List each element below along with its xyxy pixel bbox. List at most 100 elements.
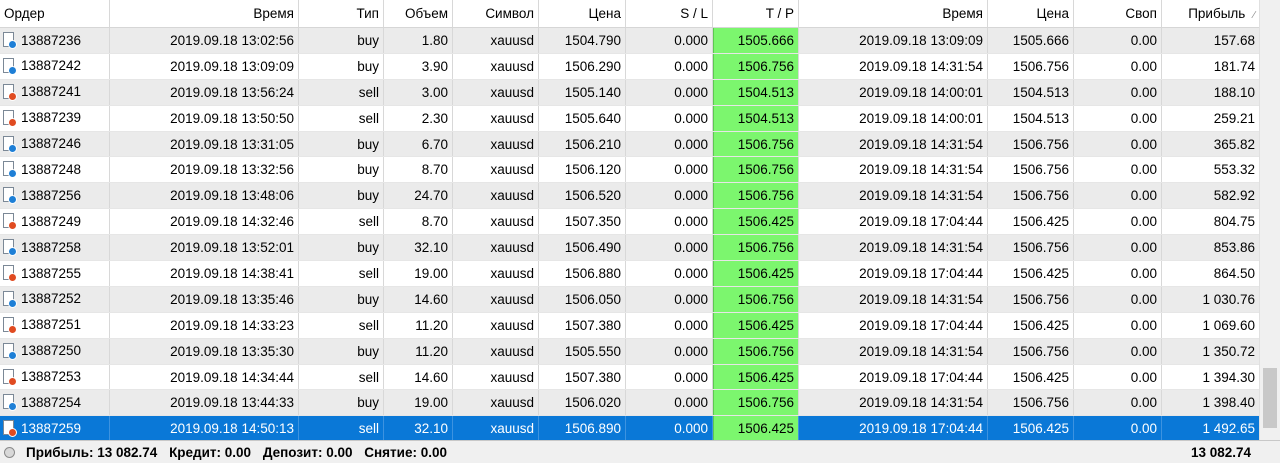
- cell-sl: 0.000: [626, 235, 713, 261]
- sell-order-icon: [2, 83, 17, 102]
- column-header-swap[interactable]: Своп: [1074, 0, 1162, 27]
- cell-type: sell: [299, 312, 384, 338]
- table-row[interactable]: 13887256 2019.09.18 13:48:06 buy 24.70 xauus…: [0, 183, 1259, 210]
- cell-price-open: 1504.790: [539, 28, 626, 53]
- table-row[interactable]: 13887236 2019.09.18 13:02:56 buy 1.80 xauusd…: [0, 28, 1259, 54]
- table-row[interactable]: 13887258 2019.09.18 13:52:01 buy 32.10 xauus…: [0, 235, 1259, 262]
- cell-swap: 0.00: [1074, 286, 1162, 312]
- table-row[interactable]: 13887239 2019.09.18 13:50:50 sell 2.30 xauus…: [0, 105, 1259, 132]
- column-header-price-open[interactable]: Цена: [539, 0, 626, 27]
- cell-sl: 0.000: [626, 338, 713, 364]
- column-header-volume[interactable]: Объем: [384, 0, 453, 27]
- cell-type: sell: [299, 209, 384, 235]
- cell-volume: 24.70: [384, 183, 453, 209]
- cell-symbol: xauusd: [453, 286, 539, 312]
- cell-tp: 1506.425: [713, 209, 799, 235]
- table-row[interactable]: 13887249 2019.09.18 14:32:46 sell 8.70 xauus…: [0, 209, 1259, 236]
- cell-order: 13887241: [0, 79, 110, 105]
- cell-swap: 0.00: [1074, 261, 1162, 286]
- cell-order: 13887250: [0, 338, 110, 364]
- column-header-type[interactable]: Тип: [299, 0, 384, 27]
- cell-order: 13887239: [0, 105, 110, 131]
- cell-symbol: xauusd: [453, 338, 539, 364]
- cell-swap: 0.00: [1074, 105, 1162, 131]
- order-number: 13887249: [21, 213, 82, 229]
- cell-price-open: 1506.210: [539, 131, 626, 157]
- table-row[interactable]: 13887246 2019.09.18 13:31:05 buy 6.70 xauusd…: [0, 131, 1259, 158]
- cell-sl: 0.000: [626, 105, 713, 131]
- column-header-symbol[interactable]: Символ: [453, 0, 539, 27]
- column-header-sl[interactable]: S / L: [626, 0, 713, 27]
- cell-profit: 259.21: [1213, 110, 1255, 126]
- cell-volume: 6.70: [384, 131, 453, 157]
- cell-swap: 0.00: [1074, 209, 1162, 235]
- cell-sl: 0.000: [626, 183, 713, 209]
- cell-volume: 11.20: [384, 338, 453, 364]
- cell-volume: 32.10: [384, 235, 453, 261]
- sell-order-icon: [2, 316, 17, 335]
- cell-symbol: xauusd: [453, 416, 539, 442]
- cell-time-close: 2019.09.18 14:31:54: [799, 53, 988, 79]
- scrollbar-thumb[interactable]: [1263, 368, 1277, 428]
- cell-tp: 1506.756: [713, 157, 799, 183]
- table-row[interactable]: 13887241 2019.09.18 13:56:24 sell 3.00 xauus…: [0, 79, 1259, 106]
- cell-price-close: 1506.756: [988, 390, 1074, 416]
- cell-swap: 0.00: [1074, 312, 1162, 338]
- column-header-tp[interactable]: T / P: [713, 0, 799, 27]
- cell-tp: 1506.756: [713, 235, 799, 261]
- cell-volume: 3.00: [384, 79, 453, 105]
- cell-sl: 0.000: [626, 53, 713, 79]
- cell-sl: 0.000: [626, 312, 713, 338]
- cell-price-open: 1506.890: [539, 416, 626, 442]
- column-header-time-open[interactable]: Время: [110, 0, 299, 27]
- cell-sl: 0.000: [626, 209, 713, 235]
- table-row[interactable]: 13887248 2019.09.18 13:32:56 buy 8.70 xauusd…: [0, 157, 1259, 184]
- cell-type: buy: [299, 390, 384, 416]
- cell-price-open: 1506.120: [539, 157, 626, 183]
- cell-time-close: 2019.09.18 14:00:01: [799, 105, 988, 131]
- summary-deposit: Депозит: 0.00: [262, 445, 353, 460]
- cell-price-close: 1504.513: [988, 79, 1074, 105]
- table-row[interactable]: 13887242 2019.09.18 13:09:09 buy 3.90 xauusd…: [0, 53, 1259, 80]
- cell-profit: 365.82: [1213, 136, 1255, 152]
- cell-tp: 1506.756: [713, 131, 799, 157]
- cell-price-open: 1507.380: [539, 312, 626, 338]
- cell-profit: 181.74: [1213, 58, 1255, 74]
- table-row[interactable]: 13887252 2019.09.18 13:35:46 buy 14.60 xauus…: [0, 286, 1259, 313]
- cell-price-close: 1504.513: [988, 105, 1074, 131]
- cell-sl: 0.000: [626, 28, 713, 53]
- cell-price-open: 1507.380: [539, 364, 626, 390]
- cell-time-open: 2019.09.18 13:50:50: [110, 105, 299, 131]
- cell-volume: 14.60: [384, 364, 453, 390]
- table-row[interactable]: 13887259 2019.09.18 14:50:13 sell 32.10 xauu…: [0, 416, 1259, 443]
- order-number: 13887241: [21, 84, 82, 100]
- cell-profit: 1 030.76: [1202, 291, 1255, 307]
- table-row[interactable]: 13887253 2019.09.18 14:34:44 sell 14.60 xauu…: [0, 364, 1259, 391]
- cell-volume: 3.90: [384, 53, 453, 79]
- cell-type: sell: [299, 364, 384, 390]
- summary-total-profit: 13 082.74: [1190, 445, 1251, 460]
- order-number: 13887248: [21, 161, 82, 177]
- table-row[interactable]: 13887250 2019.09.18 13:35:30 buy 11.20 xauus…: [0, 338, 1259, 365]
- column-header-order[interactable]: Ордер: [0, 0, 110, 27]
- cell-time-open: 2019.09.18 13:09:09: [110, 53, 299, 79]
- cell-profit: 1 350.72: [1202, 343, 1255, 359]
- column-header-time-close[interactable]: Время: [799, 0, 988, 27]
- cell-time-open: 2019.09.18 13:02:56: [110, 28, 299, 53]
- column-header-profit[interactable]: Прибыль ∕: [1162, 0, 1259, 27]
- column-header-price-close[interactable]: Цена: [988, 0, 1074, 27]
- table-row[interactable]: 13887254 2019.09.18 13:44:33 buy 19.00 xauus…: [0, 390, 1259, 417]
- cell-profit: 553.32: [1213, 162, 1255, 178]
- vertical-scrollbar[interactable]: [1259, 0, 1280, 440]
- cell-time-open: 2019.09.18 14:32:46: [110, 209, 299, 235]
- cell-type: sell: [299, 416, 384, 442]
- cell-profit: 1 069.60: [1202, 317, 1255, 333]
- table-header: Ордер Время Тип Объем Символ Цена S / L …: [0, 0, 1259, 28]
- cell-order: 13887258: [0, 235, 110, 261]
- table-row[interactable]: 13887251 2019.09.18 14:33:23 sell 11.20 xauu…: [0, 312, 1259, 339]
- table-row[interactable]: 13887255 2019.09.18 14:38:41 sell 19.00 xauu…: [0, 261, 1259, 287]
- sell-order-icon: [2, 212, 17, 231]
- cell-time-close: 2019.09.18 14:31:54: [799, 390, 988, 416]
- cell-swap: 0.00: [1074, 338, 1162, 364]
- cell-time-close: 2019.09.18 17:04:44: [799, 209, 988, 235]
